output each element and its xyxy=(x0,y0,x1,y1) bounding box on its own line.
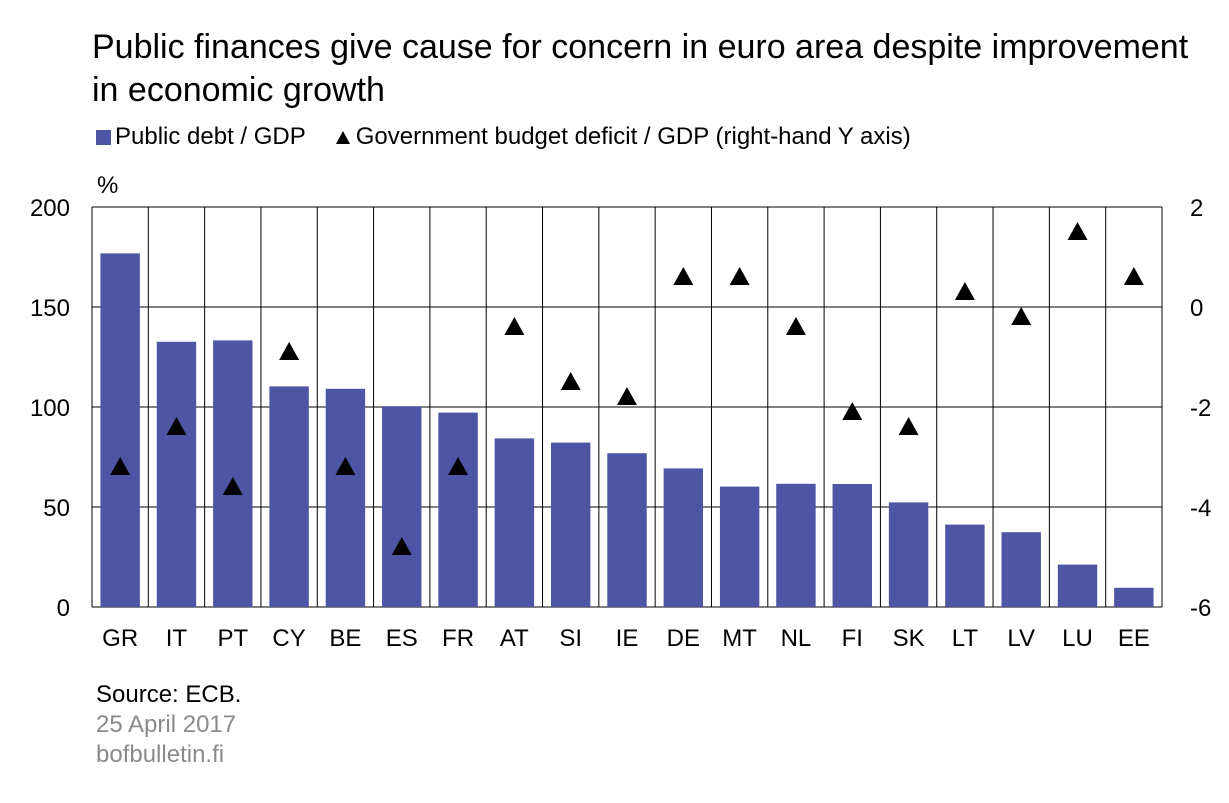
x-tick-ie: IE xyxy=(616,625,639,652)
bar-debt-gr xyxy=(100,253,140,607)
footer: Source: ECB. 25 April 2017 bofbulletin.f… xyxy=(96,680,241,770)
bar-debt-lu xyxy=(1057,564,1098,607)
legend-item-debt: Public debt / GDP xyxy=(96,122,306,152)
bar-debt-mt xyxy=(719,486,760,607)
x-tick-ee: EE xyxy=(1118,625,1150,652)
y-tick-left: 0 xyxy=(57,595,70,622)
x-tick-lv: LV xyxy=(1007,625,1035,652)
y-tick-left: 100 xyxy=(30,395,70,422)
y-tick-right: -6 xyxy=(1190,595,1211,622)
y-tick-right: -2 xyxy=(1190,395,1211,422)
marker-deficit-si xyxy=(560,372,581,390)
y-tick-left: 200 xyxy=(30,195,70,222)
bar-debt-pt xyxy=(213,340,253,607)
x-tick-es: ES xyxy=(386,625,418,652)
bar-debt-at xyxy=(494,438,535,607)
marker-deficit-cy xyxy=(279,342,300,360)
bar-debt-be xyxy=(325,388,366,607)
y-tick-right: -4 xyxy=(1190,495,1211,522)
y-tick-right: 2 xyxy=(1190,195,1203,222)
legend-bar-swatch xyxy=(96,129,111,145)
bar-debt-nl xyxy=(776,483,816,607)
marker-deficit-ie xyxy=(617,387,637,405)
x-tick-si: SI xyxy=(559,625,582,652)
x-tick-sk: SK xyxy=(893,625,925,652)
chart-title: Public finances give cause for concern i… xyxy=(92,28,1189,109)
marker-deficit-it xyxy=(166,417,187,435)
x-tick-fr: FR xyxy=(442,625,474,652)
marker-deficit-ee xyxy=(1123,267,1144,285)
x-tick-at: AT xyxy=(500,625,529,652)
bar-debt-si xyxy=(550,442,591,607)
x-tick-de: DE xyxy=(667,625,700,652)
x-tick-it: IT xyxy=(166,625,188,652)
marker-deficit-sk xyxy=(898,417,919,435)
bar-debt-fi xyxy=(832,484,872,607)
marker-deficit-es xyxy=(391,537,412,555)
marker-deficit-fi xyxy=(842,402,863,420)
x-tick-nl: NL xyxy=(781,625,812,652)
marker-deficit-lv xyxy=(1011,307,1032,325)
marker-deficit-nl xyxy=(785,317,806,335)
marker-deficit-be xyxy=(335,457,356,475)
publish-date: 25 April 2017 xyxy=(96,711,237,738)
bar-debt-fr xyxy=(438,412,478,607)
site-name: bofbulletin.fi xyxy=(96,741,225,768)
marker-deficit-de xyxy=(673,267,694,285)
x-tick-gr: GR xyxy=(102,625,138,652)
bar-debt-ie xyxy=(607,453,647,607)
marker-deficit-lt xyxy=(954,282,975,300)
x-tick-pt: PT xyxy=(217,625,248,652)
marker-deficit-lu xyxy=(1067,222,1088,240)
x-tick-mt: MT xyxy=(722,625,757,652)
x-tick-lu: LU xyxy=(1062,625,1093,652)
marker-deficit-mt xyxy=(729,267,750,285)
marker-deficit-fr xyxy=(448,457,469,475)
marker-deficit-gr xyxy=(110,457,131,475)
marker-deficit-at xyxy=(504,317,525,335)
x-tick-fi: FI xyxy=(842,625,863,652)
legend-label-deficit: Government budget deficit / GDP (right-h… xyxy=(355,123,911,150)
bar-debt-cy xyxy=(269,386,309,607)
legend-label-debt: Public debt / GDP xyxy=(115,123,306,150)
bar-debt-de xyxy=(663,468,704,607)
bar-debt-it xyxy=(156,341,197,607)
x-tick-cy: CY xyxy=(272,625,305,652)
bar-debt-sk xyxy=(888,502,929,607)
legend-triangle-marker xyxy=(335,130,350,144)
bar-debt-es xyxy=(382,406,422,607)
bar-debt-lv xyxy=(1001,532,1041,607)
x-tick-lt: LT xyxy=(952,625,979,652)
legend-item-deficit: Government budget deficit / GDP (right-h… xyxy=(306,122,911,152)
bar-debt-lt xyxy=(945,524,985,607)
bar-debt-ee xyxy=(1114,587,1154,607)
source-note: Source: ECB. xyxy=(96,681,242,708)
legend: Public debt / GDP Government budget defi… xyxy=(96,122,911,152)
y-axis-unit-label: % xyxy=(97,172,119,199)
marker-deficit-pt xyxy=(222,477,243,495)
y-tick-left: 150 xyxy=(30,295,70,322)
y-tick-right: 0 xyxy=(1190,295,1203,322)
x-tick-be: BE xyxy=(329,625,361,652)
y-tick-left: 50 xyxy=(43,495,70,522)
